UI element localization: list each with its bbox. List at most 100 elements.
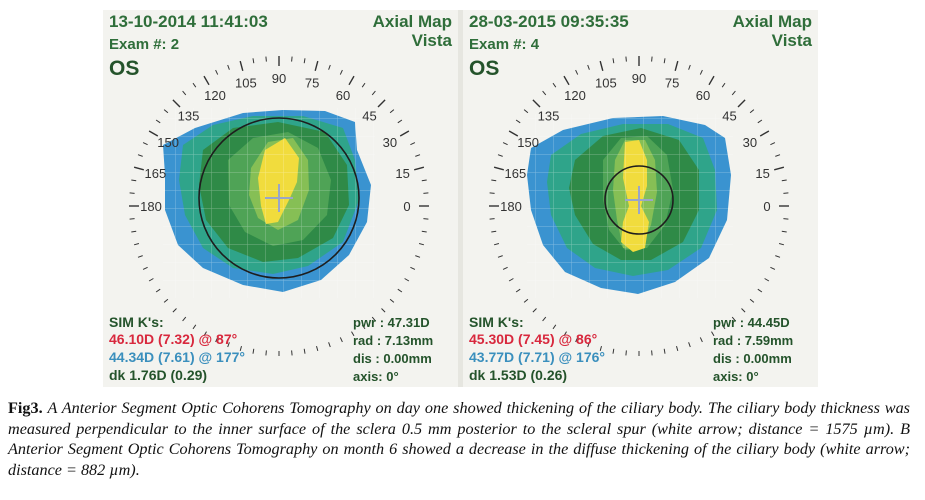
- dial-tick: [397, 288, 403, 293]
- dial-tick: [699, 69, 703, 75]
- map-subtitle: Vista: [411, 31, 452, 50]
- caption-text: A Anterior Segment Optic Cohorens Tomogr…: [8, 399, 910, 479]
- dial-tick: [155, 288, 161, 293]
- dial-tick: [361, 324, 366, 330]
- dial-tick: [749, 109, 755, 114]
- dial-labels: 0 15 30 45 60 75 90 105 120 135 150 165 180: [140, 71, 410, 214]
- dial-ticks: [489, 56, 789, 356]
- dk-value: dk 1.76D (0.29): [109, 367, 208, 383]
- dial-label: 75: [305, 75, 319, 90]
- exam-number: Exam #: 4: [469, 36, 540, 53]
- panel-divider: [458, 10, 463, 387]
- dial-tick: [227, 342, 230, 348]
- dial-tick: [397, 119, 403, 124]
- dial-tick: [651, 56, 653, 62]
- dial-tick: [770, 142, 776, 146]
- dial-tick: [688, 64, 691, 70]
- dial-tick: [774, 166, 785, 171]
- eye-label: OS: [469, 57, 500, 80]
- dial-tick: [192, 324, 197, 330]
- dial-tick: [542, 316, 547, 322]
- dial-label: 60: [336, 88, 350, 103]
- dial-tick: [339, 337, 343, 343]
- dial-label: 90: [632, 71, 646, 86]
- dial-tick: [731, 316, 736, 322]
- dial-tick: [563, 75, 570, 86]
- dial-tick: [129, 192, 135, 194]
- dial-tick: [542, 90, 547, 96]
- dial-label: 90: [272, 71, 286, 86]
- dial-tick: [291, 56, 293, 62]
- dial-tick: [502, 266, 508, 270]
- dial-label: 0: [403, 199, 410, 214]
- dial-tick: [770, 266, 776, 270]
- dial-tick: [252, 58, 255, 64]
- dial-label: 120: [204, 88, 226, 103]
- dial-tick: [783, 218, 789, 220]
- dial-tick: [741, 308, 746, 313]
- dial-label: 15: [395, 166, 409, 181]
- dial-tick: [203, 75, 210, 86]
- dial-tick: [423, 192, 429, 194]
- map-subtitle: Vista: [771, 31, 812, 50]
- figure-caption: Fig3. A Anterior Segment Optic Cohorens …: [8, 398, 910, 480]
- eye-label: OS: [109, 57, 140, 80]
- exam-number: Exam #: 2: [109, 36, 180, 53]
- dial-tick: [239, 60, 244, 71]
- dial-tick: [265, 350, 267, 356]
- dial-tick: [552, 324, 557, 330]
- axial-map-panel-a: 0 15 30 45 60 75 90 105 120 135 150 165 180 13-10-20…: [103, 10, 458, 387]
- dial-tick: [423, 218, 429, 220]
- dial-label: 135: [178, 109, 200, 124]
- dial-tick: [757, 288, 763, 293]
- dial-tick: [361, 82, 366, 88]
- dial-tick: [303, 348, 306, 354]
- dial-tick: [252, 348, 255, 354]
- dial-label: 150: [517, 135, 539, 150]
- dial-tick: [418, 243, 425, 246]
- dial-tick: [515, 119, 521, 124]
- dial-tick: [491, 179, 497, 182]
- dial-tick: [371, 316, 376, 322]
- dial-tick: [749, 298, 755, 303]
- pupil-circle: [604, 165, 674, 235]
- dial-tick: [182, 316, 187, 322]
- dial-tick: [493, 243, 500, 246]
- dial-tick: [421, 230, 427, 233]
- dial-tick: [137, 154, 143, 157]
- dial-tick: [532, 99, 541, 108]
- dial-label: 30: [383, 135, 397, 150]
- dial-tick: [421, 179, 427, 182]
- dial-tick: [172, 99, 181, 108]
- dial-tick: [303, 58, 306, 64]
- dial-tick: [508, 278, 514, 282]
- dial-label: 120: [564, 88, 586, 103]
- dial-tick: [163, 298, 169, 303]
- dial-tick: [515, 288, 521, 293]
- dial-tick: [532, 308, 537, 313]
- dial-tick: [676, 345, 679, 352]
- dial-tick: [775, 255, 781, 258]
- dial-tick: [215, 337, 219, 343]
- dial-tick: [415, 255, 421, 258]
- dial-tick: [133, 166, 144, 171]
- dial-tick: [757, 119, 763, 124]
- dial-tick: [489, 218, 495, 220]
- dial-tick: [142, 266, 148, 270]
- dial-tick: [778, 243, 785, 246]
- dial-tick: [133, 243, 140, 246]
- dial-tick: [783, 192, 789, 194]
- dial-tick: [142, 142, 148, 146]
- dial-tick: [314, 60, 319, 71]
- dial-tick: [182, 90, 187, 96]
- dial-tick: [625, 56, 627, 62]
- dial-tick: [737, 99, 746, 108]
- k2-value: 43.77D (7.71) @ 176°: [469, 349, 605, 365]
- dial-tick: [599, 345, 602, 352]
- dial-tick: [377, 99, 386, 108]
- dis-value: dis : 0.00mm: [713, 351, 792, 366]
- dial-label: 135: [538, 109, 560, 124]
- axial-map-panel-b: 0 15 30 45 60 75 90 105 120 135 150 165 180 28-03-20…: [463, 10, 818, 387]
- dial-label: 165: [145, 166, 167, 181]
- dial-tick: [502, 142, 508, 146]
